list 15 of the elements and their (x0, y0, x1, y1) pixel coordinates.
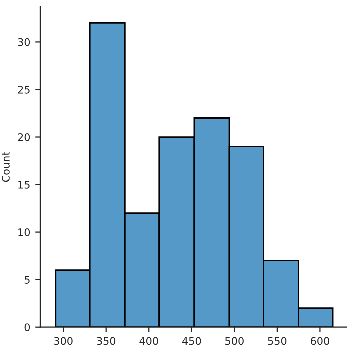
y-tick-label: 0 (24, 324, 30, 332)
x-tick-label: 400 (140, 337, 158, 346)
x-tick-label: 600 (310, 337, 330, 346)
x-tick-label: 450 (182, 337, 202, 346)
y-tick-label: 5 (24, 276, 30, 284)
x-tick-label: 350 (97, 337, 116, 346)
x-tick-label: 500 (226, 337, 244, 346)
y-tick-label: 15 (18, 181, 30, 189)
y-tick-label: 10 (18, 228, 30, 236)
y-tick-label: 20 (18, 133, 30, 142)
x-tick-label: 550 (268, 337, 287, 346)
y-tick-label: 25 (18, 86, 30, 94)
x-tick-label: 300 (54, 337, 73, 346)
y-tick-label: 30 (18, 38, 30, 46)
y-axis-title: Count (2, 152, 10, 182)
